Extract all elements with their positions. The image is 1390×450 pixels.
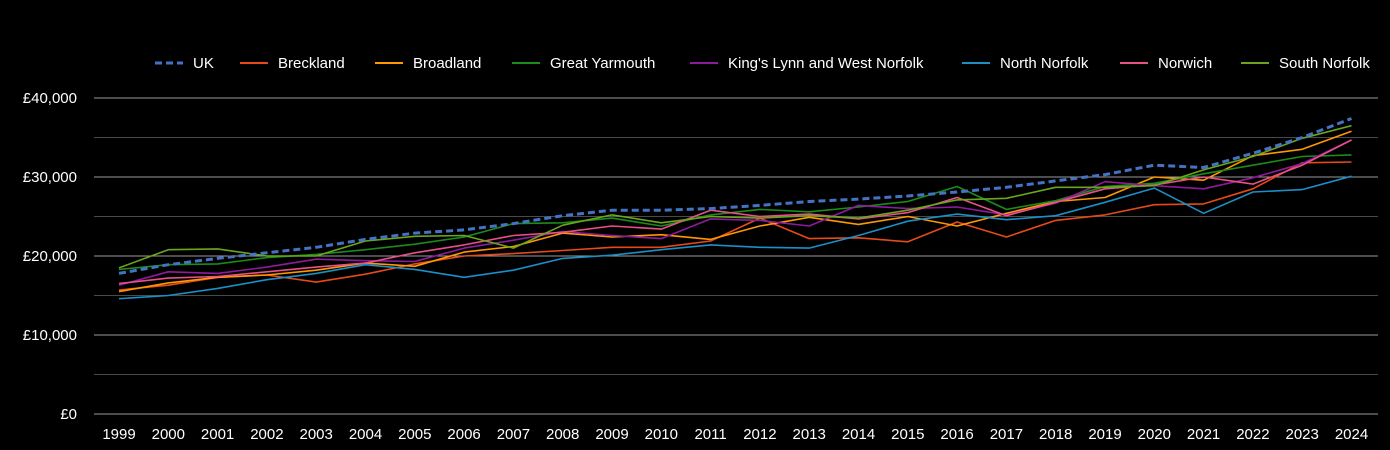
- x-tick-label: 2007: [497, 426, 530, 443]
- y-tick-label: £40,000: [23, 90, 77, 107]
- series-line-south-norfolk: [118, 124, 1352, 269]
- x-tick-label: 2024: [1335, 426, 1368, 443]
- x-tick-label: 1999: [102, 426, 135, 443]
- y-axis-ticks: £0 £10,000 £20,000 £30,000 £40,000: [23, 90, 77, 423]
- x-tick-label: 2014: [842, 426, 875, 443]
- series-line-breckland: [118, 161, 1352, 291]
- legend-label: Great Yarmouth: [550, 55, 655, 72]
- legend-label: King's Lynn and West Norfolk: [728, 55, 924, 72]
- series-line-north-norfolk: [118, 175, 1352, 300]
- legend-label: Breckland: [278, 55, 345, 72]
- x-tick-label: 2000: [152, 426, 185, 443]
- legend-item: Great Yarmouth: [512, 55, 655, 72]
- legend-label: Broadland: [413, 55, 481, 72]
- x-tick-label: 2021: [1187, 426, 1220, 443]
- legend-item: North Norfolk: [962, 55, 1089, 72]
- x-tick-label: 2003: [300, 426, 333, 443]
- x-tick-label: 2010: [645, 426, 678, 443]
- legend-item: Norwich: [1120, 55, 1212, 72]
- y-tick-label: £0: [60, 406, 77, 423]
- series-lines: [118, 117, 1353, 300]
- legend-item: King's Lynn and West Norfolk: [690, 55, 924, 72]
- y-tick-label: £10,000: [23, 327, 77, 344]
- x-tick-label: 2006: [447, 426, 480, 443]
- legend-label: South Norfolk: [1279, 55, 1370, 72]
- legend: UK Breckland Broadland Great Yarmouth King's…: [155, 55, 1370, 72]
- legend-item: UK: [155, 55, 214, 72]
- x-tick-label: 2009: [595, 426, 628, 443]
- y-tick-label: £20,000: [23, 248, 77, 265]
- legend-label: North Norfolk: [1000, 55, 1089, 72]
- x-tick-label: 2022: [1236, 426, 1269, 443]
- legend-label: UK: [193, 55, 214, 72]
- series-line-uk: [118, 117, 1353, 275]
- x-tick-label: 2005: [398, 426, 431, 443]
- x-tick-label: 2017: [990, 426, 1023, 443]
- x-tick-label: 2018: [1039, 426, 1072, 443]
- x-tick-label: 2019: [1088, 426, 1121, 443]
- legend-item: Breckland: [240, 55, 345, 72]
- x-tick-label: 2004: [349, 426, 382, 443]
- x-tick-label: 2023: [1286, 426, 1319, 443]
- x-tick-label: 2013: [793, 426, 826, 443]
- series-line-broadland: [118, 130, 1352, 293]
- legend-label: Norwich: [1158, 55, 1212, 72]
- x-tick-label: 2011: [694, 426, 726, 443]
- x-axis-ticks: 1999 2000 2001 2002 2003 2004 2005 2006 2007 2008…: [102, 426, 1368, 443]
- x-tick-label: 2020: [1138, 426, 1171, 443]
- x-tick-label: 2008: [546, 426, 579, 443]
- x-tick-label: 2015: [891, 426, 924, 443]
- series-line-great-yarmouth: [118, 154, 1352, 271]
- x-tick-label: 2016: [940, 426, 973, 443]
- x-tick-label: 2012: [743, 426, 776, 443]
- y-tick-label: £30,000: [23, 169, 77, 186]
- x-tick-label: 2001: [201, 426, 234, 443]
- legend-item: Broadland: [375, 55, 481, 72]
- x-tick-label: 2002: [250, 426, 283, 443]
- legend-item: South Norfolk: [1241, 55, 1370, 72]
